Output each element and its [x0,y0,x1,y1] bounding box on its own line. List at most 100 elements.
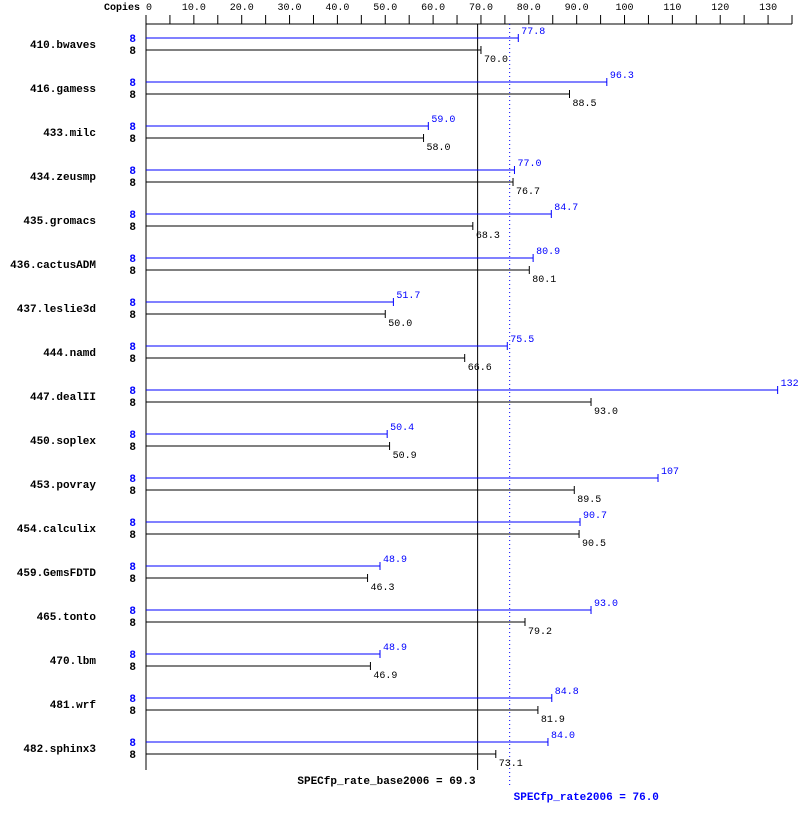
value-peak: 96.3 [610,71,634,82]
benchmark-label: 410.bwaves [30,40,96,52]
value-base: 50.9 [393,451,417,462]
copies-base: 8 [129,134,136,146]
copies-peak: 8 [129,78,136,90]
copies-peak: 8 [129,166,136,178]
value-base: 88.5 [572,99,596,110]
benchmark-label: 454.calculix [17,524,97,536]
benchmark-label: 481.wrf [50,700,97,712]
x-tick-label: 60.0 [421,3,445,14]
copies-peak: 8 [129,386,136,398]
copies-base: 8 [129,266,136,278]
copies-base: 8 [129,90,136,102]
benchmark-label: 470.lbm [50,656,97,668]
x-tick-label: 30.0 [278,3,302,14]
value-peak: 132 [781,379,799,390]
copies-peak: 8 [129,254,136,266]
value-base: 80.1 [532,275,556,286]
value-peak: 51.7 [396,291,420,302]
summary-base-label: SPECfp_rate_base2006 = 69.3 [297,776,476,788]
copies-base: 8 [129,222,136,234]
value-base: 93.0 [594,407,618,418]
copies-base: 8 [129,662,136,674]
benchmark-label: 416.gamess [30,84,96,96]
value-peak: 48.9 [383,555,407,566]
x-tick-label: 90.0 [565,3,589,14]
x-tick-label: 40.0 [325,3,349,14]
value-peak: 48.9 [383,643,407,654]
value-base: 46.9 [373,671,397,682]
x-tick-label: 70.0 [469,3,493,14]
copies-peak: 8 [129,298,136,310]
copies-base: 8 [129,178,136,190]
benchmark-label: 434.zeusmp [30,172,96,184]
value-base: 50.0 [388,319,412,330]
benchmark-label: 465.tonto [37,612,97,624]
x-tick-label: 120 [711,3,729,14]
benchmark-label: 437.leslie3d [17,304,96,316]
value-peak: 107 [661,467,679,478]
value-base: 66.6 [468,363,492,374]
benchmark-label: 459.GemsFDTD [17,568,97,580]
x-tick-label: 130 [759,3,777,14]
x-tick-label: 100 [616,3,634,14]
copies-base: 8 [129,354,136,366]
value-base: 70.0 [484,55,508,66]
copies-peak: 8 [129,694,136,706]
value-peak: 77.8 [521,27,545,38]
value-base: 89.5 [577,495,601,506]
copies-peak: 8 [129,606,136,618]
benchmark-label: 433.milc [43,128,96,140]
copies-peak: 8 [129,474,136,486]
value-base: 73.1 [499,759,523,770]
value-base: 79.2 [528,627,552,638]
x-tick-label: 10.0 [182,3,206,14]
value-base: 81.9 [541,715,565,726]
value-peak: 50.4 [390,423,414,434]
x-tick-label: 0 [146,3,152,14]
copies-peak: 8 [129,650,136,662]
value-base: 46.3 [371,583,395,594]
x-tick-label: 110 [663,3,681,14]
value-peak: 90.7 [583,511,607,522]
benchmark-label: 435.gromacs [23,216,96,228]
value-peak: 75.5 [510,335,534,346]
benchmark-label: 436.cactusADM [10,260,96,272]
benchmark-label: 453.povray [30,480,96,492]
copies-base: 8 [129,486,136,498]
value-base: 90.5 [582,539,606,550]
copies-peak: 8 [129,210,136,222]
value-base: 68.3 [476,231,500,242]
copies-peak: 8 [129,342,136,354]
benchmark-label: 447.dealII [30,392,96,404]
copies-peak: 8 [129,430,136,442]
copies-base: 8 [129,618,136,630]
axis-title-copies: Copies [104,2,140,14]
x-tick-label: 20.0 [230,3,254,14]
value-peak: 84.7 [554,203,578,214]
copies-peak: 8 [129,34,136,46]
copies-base: 8 [129,530,136,542]
copies-peak: 8 [129,518,136,530]
copies-peak: 8 [129,562,136,574]
x-tick-label: 80.0 [517,3,541,14]
copies-base: 8 [129,398,136,410]
copies-base: 8 [129,706,136,718]
benchmark-label: 482.sphinx3 [23,744,96,756]
copies-base: 8 [129,442,136,454]
copies-peak: 8 [129,122,136,134]
value-base: 58.0 [427,143,451,154]
value-peak: 84.8 [555,687,579,698]
spec-rate-chart: Copies 0 10.0 20.0 30.0 40.0 50.0 60.0 70.0 80.0 9… [0,0,799,831]
summary-peak-label: SPECfp_rate2006 = 76.0 [514,792,659,804]
value-base: 76.7 [516,187,540,198]
value-peak: 59.0 [431,115,455,126]
copies-base: 8 [129,750,136,762]
benchmark-label: 444.namd [43,348,96,360]
copies-base: 8 [129,46,136,58]
copies-base: 8 [129,574,136,586]
x-tick-label: 50.0 [373,3,397,14]
value-peak: 84.0 [551,731,575,742]
copies-base: 8 [129,310,136,322]
value-peak: 80.9 [536,247,560,258]
copies-peak: 8 [129,738,136,750]
